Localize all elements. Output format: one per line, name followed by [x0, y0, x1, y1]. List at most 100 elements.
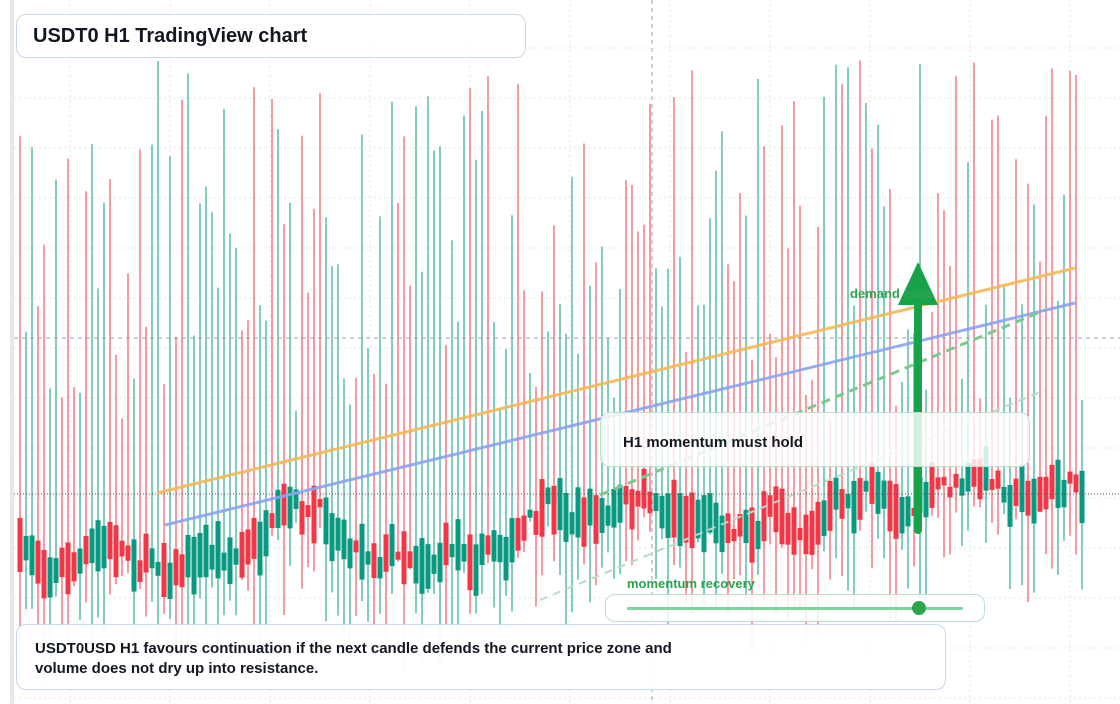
candle-body [773, 486, 779, 533]
arrow-head [898, 262, 938, 305]
candle-body [875, 471, 881, 514]
candle-body [785, 512, 791, 545]
candle-body [479, 533, 485, 566]
candle-body [893, 484, 899, 539]
candle-body [377, 556, 383, 579]
candle-body [59, 547, 65, 578]
candle-body [869, 463, 875, 504]
candle-body [665, 493, 671, 539]
candle-body [605, 505, 611, 526]
candle-body [779, 488, 785, 545]
candle-body [983, 446, 989, 491]
candle-body [173, 549, 179, 586]
chart-title: USDT0 H1 TradingView chart [16, 14, 526, 58]
candle-body [995, 470, 1001, 489]
candle-body [923, 481, 929, 518]
caption-text: USDT0USD H1 favours continuation if the … [35, 640, 672, 677]
zone-label: demand zone [850, 286, 934, 301]
candle-body [101, 525, 107, 569]
candle-body [143, 533, 149, 573]
candle-body [857, 477, 863, 520]
candle-body [809, 510, 815, 555]
candle-body [953, 473, 959, 488]
candle-body [689, 492, 695, 549]
candle-body [905, 496, 911, 527]
candle-body [329, 513, 335, 562]
candle-body [581, 497, 587, 547]
candle-body [827, 480, 833, 531]
candle-body [791, 507, 797, 555]
candle-body [437, 542, 443, 583]
candle-body [23, 535, 29, 561]
candle-body [113, 525, 119, 578]
candle-body [401, 531, 407, 585]
candle-body [659, 495, 665, 529]
candle-body [95, 520, 101, 572]
candle-body [527, 509, 533, 518]
candle-body [161, 542, 167, 598]
candle-body [1079, 470, 1085, 524]
candle-body [701, 495, 707, 553]
candle-body [587, 488, 593, 526]
candle-body [395, 551, 401, 560]
candle-body [29, 535, 35, 576]
candle-body [71, 552, 77, 582]
candle-body [737, 514, 743, 537]
candle-body [803, 514, 809, 555]
candle-body [419, 538, 425, 594]
candle-body [233, 548, 239, 565]
candle-body [281, 483, 287, 526]
candle-body [47, 557, 53, 598]
candle-body [863, 480, 869, 492]
slider[interactable] [605, 594, 985, 622]
candle-body [671, 479, 677, 538]
candle-body [635, 490, 641, 507]
candle-body [245, 529, 251, 565]
candle-body [611, 488, 617, 528]
candle-body [725, 513, 731, 543]
candle-body [677, 493, 683, 547]
candle-body [623, 485, 629, 505]
candle-body [137, 560, 143, 583]
candle-body [167, 562, 173, 599]
candle-body [551, 485, 557, 535]
candle-body [35, 540, 41, 584]
candle-body [749, 507, 755, 563]
candle-body [695, 499, 701, 539]
candle-body [251, 517, 257, 559]
candle-body [83, 535, 89, 565]
candle-body [269, 513, 275, 528]
candle-body [767, 495, 773, 517]
candle-body [1049, 464, 1055, 500]
candle-body [497, 534, 503, 563]
candle-body [119, 540, 125, 557]
candle-body [317, 498, 323, 508]
candle-body [731, 529, 737, 542]
candle-body [1001, 486, 1007, 503]
candle-body [959, 478, 965, 496]
candle-body [293, 489, 299, 509]
candle-body [17, 517, 23, 573]
candle-body [89, 528, 95, 564]
candle-body [77, 548, 83, 574]
candle-body [521, 515, 527, 541]
candle-body [719, 515, 725, 553]
candle-body [641, 468, 647, 509]
candle-body [713, 502, 719, 544]
candle-body [815, 501, 821, 545]
candle-body [839, 489, 845, 519]
candle-body [323, 497, 329, 545]
candle-body [275, 489, 281, 528]
candle-body [707, 493, 713, 533]
candle-body [41, 549, 47, 599]
candle-body [845, 493, 851, 509]
candle-body [941, 476, 947, 486]
candle-body [215, 521, 221, 579]
slider-knob[interactable] [912, 601, 926, 615]
candle-body [1055, 459, 1061, 509]
candle-body [53, 558, 59, 583]
candle-body [239, 531, 245, 578]
candle-body [1067, 471, 1073, 484]
